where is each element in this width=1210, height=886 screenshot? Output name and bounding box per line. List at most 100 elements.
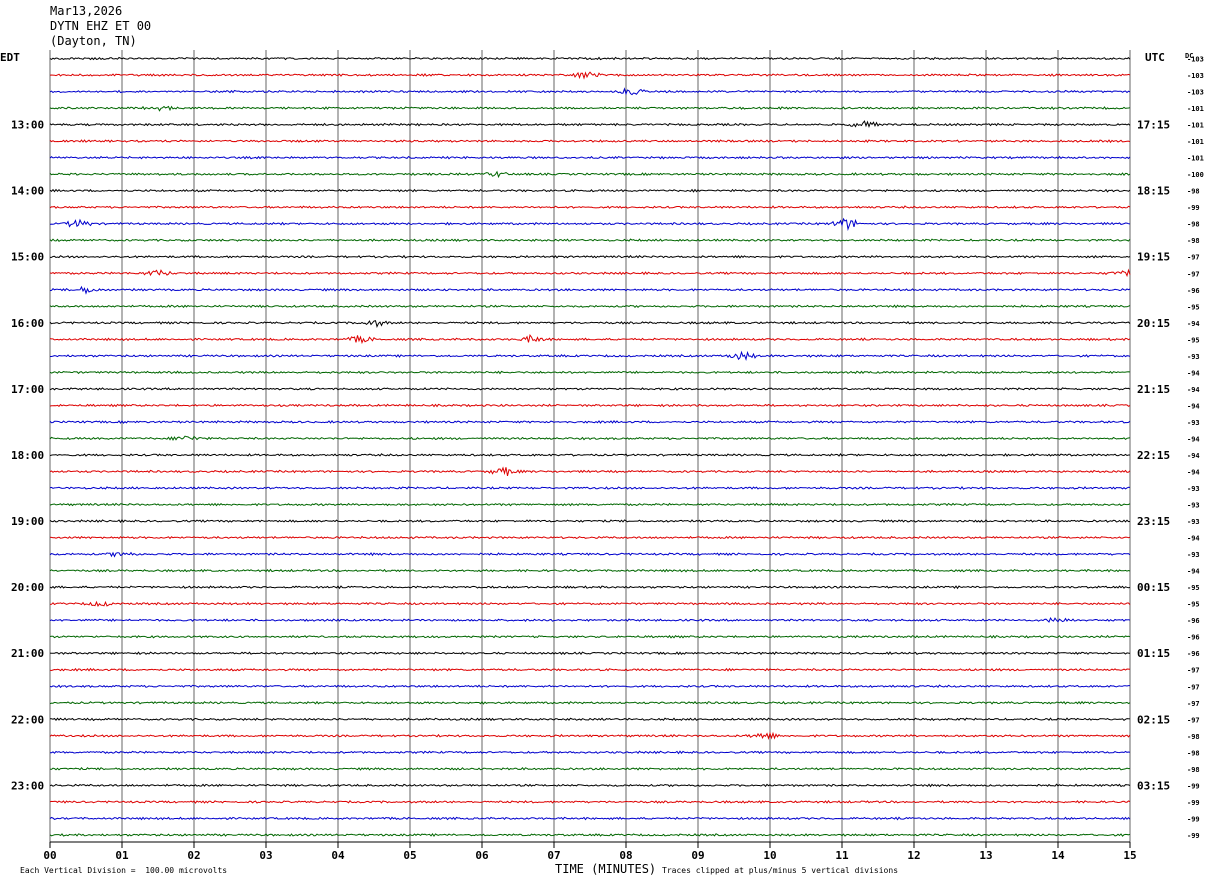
dc-offset-label: -103 (1187, 56, 1204, 64)
dc-offset-label: -93 (1187, 518, 1200, 526)
seismic-trace-row (49, 268, 1131, 278)
dc-offset-label: -93 (1187, 353, 1200, 361)
utc-hour-label: 22:15 (1137, 449, 1170, 462)
seismic-trace-row (49, 205, 1131, 209)
dc-offset-label: -94 (1187, 469, 1200, 477)
dc-offset-label: -101 (1187, 138, 1204, 146)
dc-offset-label: -99 (1187, 815, 1200, 823)
dc-offset-label: -93 (1187, 551, 1200, 559)
dc-offset-label: -93 (1187, 419, 1200, 427)
station-location: (Dayton, TN) (50, 34, 137, 48)
x-tick-label: 15 (1123, 849, 1136, 862)
seismic-trace-row (49, 170, 1131, 179)
seismic-trace-row (50, 750, 1131, 755)
dc-offset-label: -97 (1187, 254, 1200, 262)
edt-hour-label: 20:00 (11, 581, 44, 594)
x-tick-label: 05 (403, 849, 416, 862)
utc-hour-label: 19:15 (1137, 251, 1170, 264)
x-tick-label: 03 (259, 849, 272, 862)
dc-offset-label: -94 (1187, 452, 1200, 460)
seismic-trace-row (49, 600, 1131, 607)
edt-hour-label: 19:00 (11, 515, 44, 528)
seismic-trace-row (49, 502, 1131, 507)
edt-hour-label: 18:00 (11, 449, 44, 462)
dc-label: DC (1185, 52, 1193, 60)
seismic-trace-row (49, 188, 1131, 193)
clip-note: Traces clipped at plus/minus 5 vertical … (662, 866, 899, 875)
dc-offset-label: -94 (1187, 568, 1200, 576)
dc-offset-label: -94 (1187, 369, 1200, 377)
dc-offset-label: -98 (1187, 221, 1200, 229)
seismic-trace-row (49, 320, 1131, 328)
dc-offset-label: -103 (1187, 89, 1204, 97)
x-tick-label: 00 (43, 849, 56, 862)
seismic-trace-row (49, 568, 1131, 573)
dc-offset-label: -101 (1187, 122, 1204, 130)
seismic-trace-row (49, 551, 1131, 558)
dc-offset-label: -99 (1187, 782, 1200, 790)
edt-hour-label: 17:00 (11, 383, 44, 396)
seismic-trace-row (49, 585, 1131, 590)
utc-hour-label: 17:15 (1137, 119, 1170, 132)
seismic-trace-row (49, 634, 1131, 639)
dc-offset-label: -97 (1187, 700, 1200, 708)
x-axis-title: TIME (MINUTES) (555, 862, 657, 876)
seismic-trace-row (49, 120, 1131, 128)
utc-hour-label: 20:15 (1137, 317, 1170, 330)
dc-offset-label: -99 (1187, 799, 1200, 807)
dc-offset-label: -97 (1187, 667, 1200, 675)
seismic-trace-row (49, 139, 1131, 144)
dc-offset-label: -95 (1187, 336, 1200, 344)
utc-hour-label: 23:15 (1137, 515, 1170, 528)
dc-offset-label: -101 (1187, 155, 1204, 163)
utc-hour-label: 18:15 (1137, 185, 1170, 198)
dc-offset-label: -98 (1187, 188, 1200, 196)
x-tick-label: 02 (187, 849, 200, 862)
edt-hour-label: 13:00 (11, 119, 44, 132)
dc-offset-label: -98 (1187, 237, 1200, 245)
x-tick-label: 08 (619, 849, 632, 862)
seismic-trace-row (49, 731, 1131, 740)
edt-hour-label: 14:00 (11, 185, 44, 198)
dc-offset-label: -95 (1187, 303, 1200, 311)
seismic-trace-row (49, 105, 1131, 112)
dc-offset-label: -95 (1187, 601, 1200, 609)
utc-axis-label: UTC (1145, 51, 1165, 64)
edt-hour-label: 16:00 (11, 317, 44, 330)
x-tick-label: 04 (331, 849, 345, 862)
utc-hour-label: 01:15 (1137, 647, 1170, 660)
x-tick-label: 06 (475, 849, 489, 862)
vertical-division-note: Each Vertical Division = 100.00 microvol… (20, 866, 228, 875)
dc-offset-label: -94 (1187, 435, 1200, 443)
x-tick-label: 12 (907, 849, 920, 862)
seismic-trace-row (49, 684, 1130, 689)
seismic-trace-row (49, 466, 1131, 477)
dc-offset-label: -100 (1187, 171, 1204, 179)
x-tick-label: 09 (691, 849, 704, 862)
seismic-trace-row (49, 285, 1131, 295)
x-tick-label: 14 (1051, 849, 1065, 862)
x-tick-label: 11 (835, 849, 849, 862)
dc-offset-label: -98 (1187, 749, 1200, 757)
seismic-trace-row (49, 419, 1131, 424)
seismic-trace-row (49, 486, 1131, 490)
dc-offset-label: -101 (1187, 105, 1204, 113)
seismic-trace-row (50, 254, 1131, 259)
x-tick-label: 13 (979, 849, 992, 862)
dc-offset-label: -103 (1187, 72, 1204, 80)
seismic-trace-row (49, 334, 1131, 345)
dc-offset-label: -98 (1187, 766, 1200, 774)
edt-hour-label: 21:00 (11, 647, 44, 660)
seismic-trace-row (49, 238, 1131, 243)
x-tick-label: 07 (547, 849, 560, 862)
seismic-trace-row (49, 155, 1131, 160)
edt-axis-label: EDT (0, 51, 20, 64)
dc-offset-label: -97 (1187, 716, 1200, 724)
seismic-trace-row (49, 833, 1131, 837)
station-channel: DYTN EHZ ET 00 (50, 19, 152, 33)
seismic-trace-row (49, 403, 1131, 408)
edt-hour-label: 23:00 (11, 779, 44, 792)
utc-hour-label: 03:15 (1137, 779, 1170, 792)
dc-offset-label: -99 (1187, 204, 1200, 212)
